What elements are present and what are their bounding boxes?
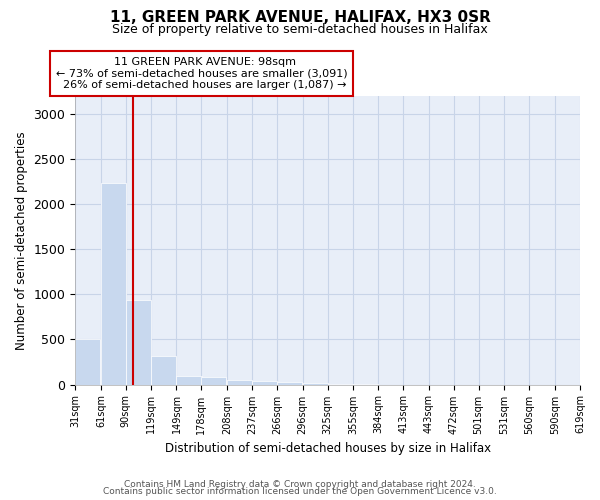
Text: Contains public sector information licensed under the Open Government Licence v3: Contains public sector information licen… [103,487,497,496]
Bar [126,300,151,384]
Bar [277,382,302,384]
Text: 11 GREEN PARK AVENUE: 98sqm
← 73% of semi-detached houses are smaller (3,091)
  : 11 GREEN PARK AVENUE: 98sqm ← 73% of sem… [56,57,347,90]
Bar [151,356,176,384]
Bar [252,381,277,384]
Bar [176,376,202,384]
Bar [227,380,252,384]
Bar [75,338,100,384]
Bar [302,383,328,384]
Bar [202,378,226,384]
Bar [101,184,126,384]
X-axis label: Distribution of semi-detached houses by size in Halifax: Distribution of semi-detached houses by … [164,442,491,455]
Y-axis label: Number of semi-detached properties: Number of semi-detached properties [15,131,28,350]
Text: 11, GREEN PARK AVENUE, HALIFAX, HX3 0SR: 11, GREEN PARK AVENUE, HALIFAX, HX3 0SR [110,10,490,25]
Text: Size of property relative to semi-detached houses in Halifax: Size of property relative to semi-detach… [112,22,488,36]
Text: Contains HM Land Registry data © Crown copyright and database right 2024.: Contains HM Land Registry data © Crown c… [124,480,476,489]
